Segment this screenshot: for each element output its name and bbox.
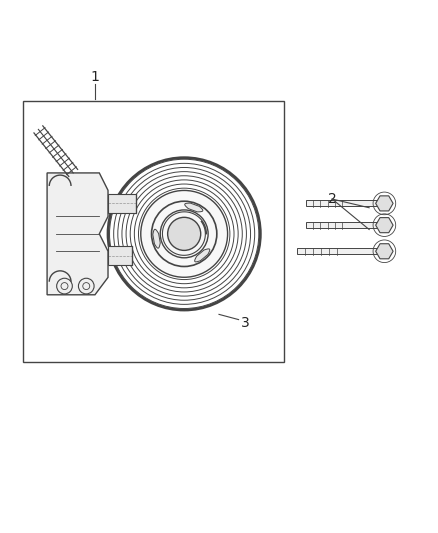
Text: 1: 1	[91, 70, 99, 84]
Bar	[23, 101, 284, 362]
Polygon shape	[153, 229, 160, 248]
Polygon shape	[376, 196, 393, 211]
Text: 2: 2	[328, 192, 336, 206]
Polygon shape	[297, 248, 378, 254]
Text: 3: 3	[241, 316, 250, 330]
Polygon shape	[195, 249, 210, 262]
Bar	[108, 194, 136, 213]
Polygon shape	[376, 244, 393, 259]
Polygon shape	[47, 173, 108, 295]
Circle shape	[168, 217, 201, 251]
Polygon shape	[376, 217, 393, 233]
Circle shape	[141, 190, 228, 277]
Polygon shape	[306, 200, 378, 206]
Polygon shape	[306, 222, 378, 228]
Bar	[108, 246, 132, 265]
Polygon shape	[185, 203, 203, 212]
